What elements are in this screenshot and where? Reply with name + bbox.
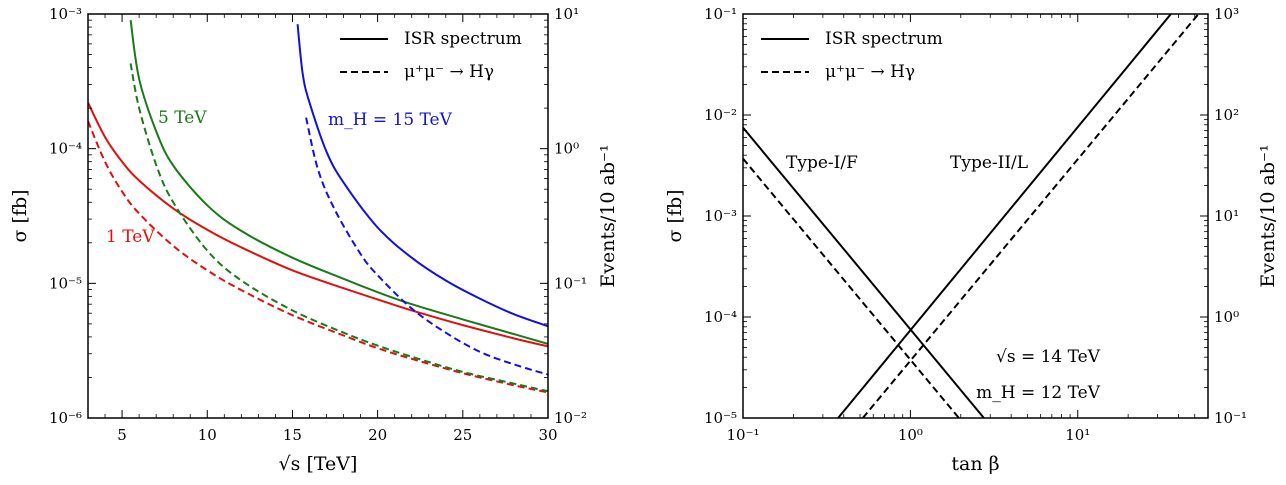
y-tick-label: 10⁻¹ xyxy=(704,5,737,23)
annotations: Type-I/F Type-II/L √s = 14 TeV m_H = 12 TeV xyxy=(786,153,1101,403)
series-line-1 xyxy=(743,126,985,418)
x-tick-label: 20 xyxy=(368,426,387,444)
y2-ticks: 10⁻¹ 10⁰ 10¹ 10² 10³ xyxy=(1200,5,1247,427)
y2-tick-label: 10³ xyxy=(1214,5,1239,23)
x-ticks: 10⁻¹ 10⁰ 10¹ xyxy=(726,14,1196,444)
y2-tick-label: 10² xyxy=(1214,106,1239,124)
y-tick-label: 10⁻⁴ xyxy=(49,140,82,158)
x-tick-label: 5 xyxy=(117,426,127,444)
x-tick-label: 10¹ xyxy=(1065,426,1090,444)
series-line-3 xyxy=(837,14,1172,418)
legend-label: μ⁺μ⁻ → Hγ xyxy=(404,62,494,82)
x-tick-label: 30 xyxy=(538,426,557,444)
x-tick-label: 10 xyxy=(198,426,217,444)
annotation-label: √s = 14 TeV xyxy=(996,347,1101,367)
x-tick-label: 10⁰ xyxy=(898,426,923,444)
y2-tick-label: 10⁻² xyxy=(554,409,587,427)
annotation-label: Type-I/F xyxy=(786,153,858,173)
y2-tick-label: 10⁻¹ xyxy=(1214,409,1247,427)
chart-panel-2: 10⁻¹ 10⁰ 10¹ 10⁻⁵ 10⁻⁴ 10⁻³ 10⁻² 10⁻¹ 10⁻¹ 10⁰ 10¹… xyxy=(664,5,1279,475)
legend-label: ISR spectrum xyxy=(404,29,522,49)
plot-frame xyxy=(742,13,1209,419)
series-line-4 xyxy=(129,63,548,393)
annotation-label: Type-II/L xyxy=(950,153,1028,173)
x-tick-label: 15 xyxy=(283,426,302,444)
legend: ISR spectrum μ⁺μ⁻ → Hγ xyxy=(340,29,522,82)
y2-axis-title: Events/10 ab⁻¹ xyxy=(1257,144,1279,287)
annotation-label: 1 TeV xyxy=(106,227,155,247)
series-line-5 xyxy=(296,24,548,328)
y-ticks: 10⁻⁵ 10⁻⁴ 10⁻³ 10⁻² 10⁻¹ xyxy=(704,5,751,427)
y2-tick-label: 10¹ xyxy=(1214,207,1239,225)
legend: ISR spectrum μ⁺μ⁻ → Hγ xyxy=(761,29,943,82)
annotation-label: m_H = 15 TeV xyxy=(328,110,453,130)
chart-panel-1: 5 10 15 20 25 3010⁻⁶10⁻⁵10⁻⁴10⁻³10⁻²10⁻¹10⁰10… xyxy=(9,5,619,475)
y2-ticks: 10⁻² 10⁻¹ 10⁰ 10¹ xyxy=(540,5,587,427)
y-tick-label: 10⁻⁶ xyxy=(49,409,82,427)
series-line-1 xyxy=(88,102,548,348)
series-group xyxy=(88,20,548,394)
y2-axis-title: Events/10 ab⁻¹ xyxy=(597,144,619,287)
y2-tick-label: 10⁻¹ xyxy=(554,274,587,292)
series-group xyxy=(743,14,1200,418)
y-tick-label: 10⁻² xyxy=(704,106,737,124)
series-line-6 xyxy=(305,117,548,376)
y-axis-title: σ [fb] xyxy=(9,189,31,242)
x-axis-title: tan β xyxy=(951,453,999,475)
y-axis-title: σ [fb] xyxy=(664,189,686,242)
annotation-label: m_H = 12 TeV xyxy=(976,383,1101,403)
y-ticks: 10⁻⁶ 10⁻⁵ 10⁻⁴ 10⁻³ xyxy=(49,5,96,427)
y-tick-label: 10⁻³ xyxy=(49,5,82,23)
x-axis-title: √s [TeV] xyxy=(279,453,358,475)
annotation-label: 5 TeV xyxy=(158,108,207,128)
legend-label: ISR spectrum xyxy=(825,29,943,49)
annotations: 5 TeV m_H = 15 TeV 1 TeV xyxy=(106,108,453,247)
x-tick-label: 10⁻¹ xyxy=(726,426,759,444)
legend-label: μ⁺μ⁻ → Hγ xyxy=(825,62,915,82)
y-tick-label: 10⁻⁴ xyxy=(704,308,737,326)
series-line-2 xyxy=(743,157,960,418)
y-tick-label: 10⁻⁵ xyxy=(704,409,737,427)
y-tick-label: 10⁻³ xyxy=(704,207,737,225)
x-ticks: 5 10 15 20 25 30 xyxy=(87,14,558,444)
y2-tick-label: 10¹ xyxy=(554,5,579,23)
series-line-4 xyxy=(862,14,1200,418)
x-tick-label: 25 xyxy=(453,426,472,444)
series-line-2 xyxy=(88,120,548,394)
y2-tick-label: 10⁰ xyxy=(1214,308,1239,326)
series-line-3 xyxy=(129,20,548,345)
y-tick-label: 10⁻⁵ xyxy=(49,274,82,292)
y2-tick-label: 10⁰ xyxy=(554,140,579,158)
plot-frame xyxy=(87,13,549,419)
